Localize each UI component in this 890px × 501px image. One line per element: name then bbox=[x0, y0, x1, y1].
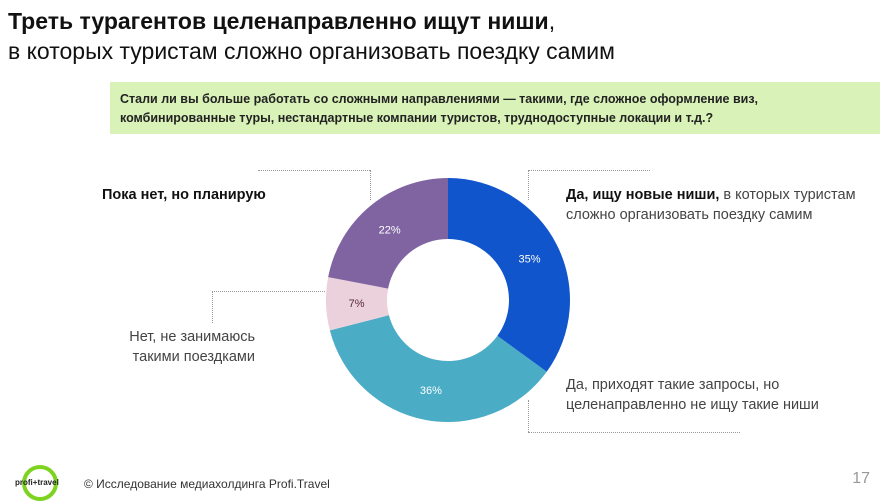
page-number: 17 bbox=[852, 470, 870, 487]
page-subtitle: в которых туристам сложно организовать п… bbox=[8, 38, 615, 64]
title-comma: , bbox=[548, 8, 556, 34]
legend-label-yes-requests: Да, приходят такие запросы, но целенапра… bbox=[566, 377, 819, 413]
legend-label-planning: Пока нет, но планирую bbox=[102, 187, 266, 203]
slice-value-label: 36% bbox=[420, 385, 442, 397]
donut-slice bbox=[325, 277, 389, 331]
slice-value-label: 35% bbox=[519, 253, 541, 265]
question-box: Стали ли вы больше работать со сложными … bbox=[110, 82, 880, 134]
logo-ring bbox=[22, 465, 58, 501]
donut-slice bbox=[329, 315, 547, 422]
donut-slice bbox=[448, 178, 570, 372]
page-title: Треть турагентов целенаправленно ищут ни… bbox=[8, 8, 555, 35]
title-bold: Треть турагентов целенаправленно ищут ни… bbox=[8, 8, 549, 34]
slice-value-label: 22% bbox=[379, 224, 401, 236]
label-bold: Да, ищу новые ниши, bbox=[566, 187, 720, 203]
legend-label-no: Нет, не занимаюсь такими поездками bbox=[129, 329, 255, 365]
label-text: в которых туристам сложно организовать п… bbox=[566, 187, 856, 223]
legend-label-yes-seek: Да, ищу новые ниши, в которых туристам с… bbox=[566, 185, 856, 225]
slice-value-label: 7% bbox=[349, 298, 365, 310]
donut-slice bbox=[328, 178, 448, 289]
footer-credit: © Исследование медиахолдинга Profi.Trave… bbox=[84, 477, 330, 491]
logo-text: profi+travel bbox=[15, 478, 59, 487]
